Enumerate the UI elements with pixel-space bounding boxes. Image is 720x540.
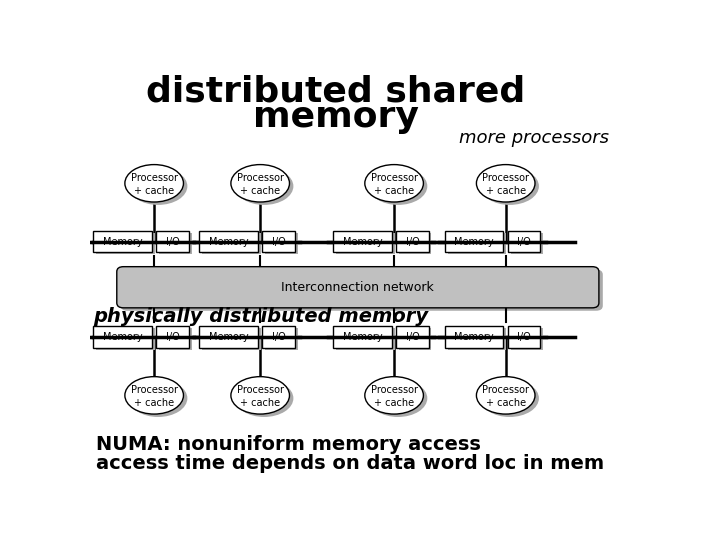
Text: + cache: + cache <box>486 398 526 408</box>
Ellipse shape <box>365 377 423 414</box>
Ellipse shape <box>125 377 184 414</box>
FancyBboxPatch shape <box>510 233 543 254</box>
Ellipse shape <box>235 380 293 417</box>
Ellipse shape <box>231 377 289 414</box>
FancyBboxPatch shape <box>121 269 603 310</box>
Text: + cache: + cache <box>374 398 414 408</box>
FancyBboxPatch shape <box>202 233 261 254</box>
FancyBboxPatch shape <box>262 326 294 348</box>
FancyBboxPatch shape <box>117 267 599 308</box>
FancyBboxPatch shape <box>156 326 189 348</box>
Ellipse shape <box>369 380 427 417</box>
FancyBboxPatch shape <box>336 233 395 254</box>
Text: physically distributed memory: physically distributed memory <box>93 307 428 326</box>
Text: Processor: Processor <box>371 173 418 183</box>
FancyBboxPatch shape <box>445 326 503 348</box>
Ellipse shape <box>480 167 539 205</box>
FancyBboxPatch shape <box>333 231 392 252</box>
FancyBboxPatch shape <box>199 326 258 348</box>
Text: NUMA: nonuniform memory access: NUMA: nonuniform memory access <box>96 435 480 454</box>
FancyBboxPatch shape <box>202 328 261 350</box>
Text: I/O: I/O <box>166 237 179 247</box>
Ellipse shape <box>480 380 539 417</box>
Text: I/O: I/O <box>271 332 285 342</box>
Ellipse shape <box>125 165 184 202</box>
Ellipse shape <box>231 165 289 202</box>
FancyBboxPatch shape <box>199 231 258 252</box>
FancyBboxPatch shape <box>265 233 297 254</box>
Text: access time depends on data word loc in mem: access time depends on data word loc in … <box>96 455 603 474</box>
FancyBboxPatch shape <box>94 326 152 348</box>
FancyBboxPatch shape <box>396 231 428 252</box>
FancyBboxPatch shape <box>265 328 297 350</box>
FancyBboxPatch shape <box>336 328 395 350</box>
FancyBboxPatch shape <box>399 328 431 350</box>
Text: I/O: I/O <box>405 237 419 247</box>
Text: Processor: Processor <box>237 386 284 395</box>
Text: Memory: Memory <box>454 237 494 247</box>
FancyBboxPatch shape <box>448 328 506 350</box>
Ellipse shape <box>235 167 293 205</box>
Ellipse shape <box>477 165 535 202</box>
Text: + cache: + cache <box>486 186 526 196</box>
Text: Memory: Memory <box>209 237 248 247</box>
Text: Processor: Processor <box>130 386 178 395</box>
Text: Memory: Memory <box>343 332 382 342</box>
FancyBboxPatch shape <box>396 326 428 348</box>
Text: + cache: + cache <box>240 398 280 408</box>
FancyBboxPatch shape <box>96 328 155 350</box>
Ellipse shape <box>129 380 187 417</box>
FancyBboxPatch shape <box>510 328 543 350</box>
FancyBboxPatch shape <box>156 231 189 252</box>
FancyBboxPatch shape <box>448 233 506 254</box>
Text: I/O: I/O <box>517 237 531 247</box>
FancyBboxPatch shape <box>508 326 540 348</box>
FancyBboxPatch shape <box>96 233 155 254</box>
Text: + cache: + cache <box>134 398 174 408</box>
Text: + cache: + cache <box>240 186 280 196</box>
Text: + cache: + cache <box>134 186 174 196</box>
Text: Processor: Processor <box>482 386 529 395</box>
Text: + cache: + cache <box>374 186 414 196</box>
Text: I/O: I/O <box>405 332 419 342</box>
FancyBboxPatch shape <box>262 231 294 252</box>
FancyBboxPatch shape <box>94 231 152 252</box>
Text: memory: memory <box>253 100 418 134</box>
Ellipse shape <box>129 167 187 205</box>
Text: I/O: I/O <box>271 237 285 247</box>
Ellipse shape <box>477 377 535 414</box>
Text: Memory: Memory <box>103 332 143 342</box>
FancyBboxPatch shape <box>445 231 503 252</box>
Text: Processor: Processor <box>482 173 529 183</box>
FancyBboxPatch shape <box>399 233 431 254</box>
Text: distributed shared: distributed shared <box>146 75 525 109</box>
Text: Memory: Memory <box>103 237 143 247</box>
Text: Memory: Memory <box>454 332 494 342</box>
Text: Memory: Memory <box>343 237 382 247</box>
Text: I/O: I/O <box>517 332 531 342</box>
Text: more processors: more processors <box>459 129 609 146</box>
FancyBboxPatch shape <box>159 328 192 350</box>
Ellipse shape <box>369 167 427 205</box>
Text: Memory: Memory <box>209 332 248 342</box>
Text: Processor: Processor <box>371 386 418 395</box>
FancyBboxPatch shape <box>508 231 540 252</box>
FancyBboxPatch shape <box>333 326 392 348</box>
Text: Processor: Processor <box>130 173 178 183</box>
Ellipse shape <box>365 165 423 202</box>
FancyBboxPatch shape <box>159 233 192 254</box>
Text: Processor: Processor <box>237 173 284 183</box>
Text: I/O: I/O <box>166 332 179 342</box>
Text: Interconnection network: Interconnection network <box>282 281 434 294</box>
